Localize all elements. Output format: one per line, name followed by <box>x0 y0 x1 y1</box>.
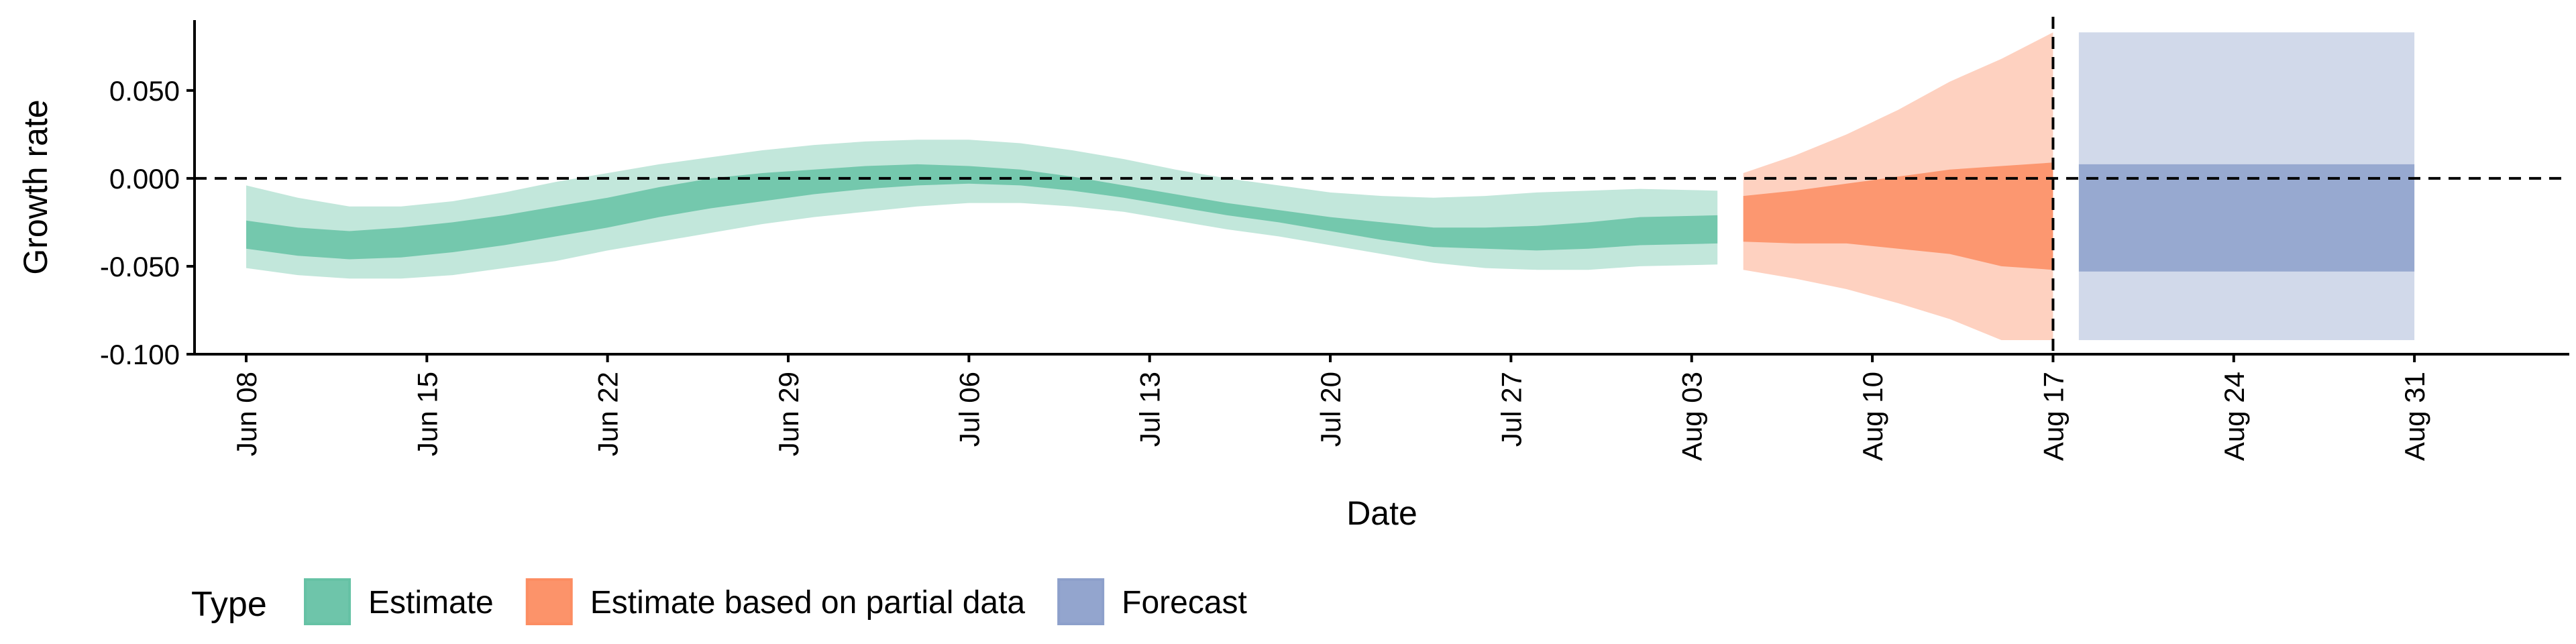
legend-item-estimate-based-on-partial-data: Estimate based on partial data <box>525 578 1026 625</box>
legend-swatch <box>304 578 351 625</box>
estimate-band-90 <box>246 140 1718 279</box>
legend-title: Type <box>191 585 267 624</box>
x-tick-label: Jul 27 <box>1495 372 1527 447</box>
x-tick-label: Jun 15 <box>411 372 443 456</box>
x-tick-label: Jun 29 <box>773 372 804 456</box>
legend-items: Estimate Estimate based on partial data Fo… <box>304 578 1247 625</box>
legend-label: Estimate <box>368 585 494 621</box>
x-tick-label: Aug 03 <box>1676 372 1708 461</box>
y-axis-ticks: -0.100 -0.050 0.000 0.050 <box>100 75 195 370</box>
legend-item-forecast: Forecast <box>1057 578 1247 625</box>
x-tick-label: Jun 08 <box>231 372 262 456</box>
x-axis-ticks: Jun 08 Jun 15 Jun 22 Jun 29 Jul 06 Jul 13 Jul … <box>231 354 2430 461</box>
legend-label: Forecast <box>1122 585 1247 621</box>
legend-swatch <box>525 578 573 625</box>
forecast-band-50 <box>2078 164 2415 272</box>
x-tick-label: Jun 22 <box>592 372 624 456</box>
plot-bands <box>246 32 2415 341</box>
y-tick-label: 0.000 <box>109 163 180 195</box>
legend-label: Estimate based on partial data <box>590 585 1026 621</box>
x-tick-label: Jul 20 <box>1315 372 1346 447</box>
reference-lines <box>195 17 2569 354</box>
y-tick-label: -0.100 <box>100 339 180 370</box>
estimate-based-on-partial-data-band-50 <box>1743 162 2053 270</box>
x-tick-label: Aug 24 <box>2218 372 2250 461</box>
x-axis-title: Date <box>1346 494 1417 532</box>
x-tick-label: Aug 31 <box>2399 372 2430 461</box>
x-tick-label: Jul 06 <box>953 372 985 447</box>
y-axis-title: Growth rate <box>17 99 54 274</box>
y-tick-label: 0.050 <box>109 75 180 107</box>
x-tick-label: Aug 10 <box>1857 372 1888 461</box>
legend-item-estimate: Estimate <box>304 578 494 625</box>
axes <box>193 20 2569 356</box>
legend-swatch <box>1057 578 1105 625</box>
x-tick-label: Jul 13 <box>1134 372 1166 447</box>
x-tick-label: Aug 17 <box>2037 372 2069 461</box>
estimate-band-50 <box>246 164 1718 260</box>
legend: Type Estimate Estimate based on partial d… <box>191 578 1247 625</box>
y-tick-label: -0.050 <box>100 251 180 282</box>
